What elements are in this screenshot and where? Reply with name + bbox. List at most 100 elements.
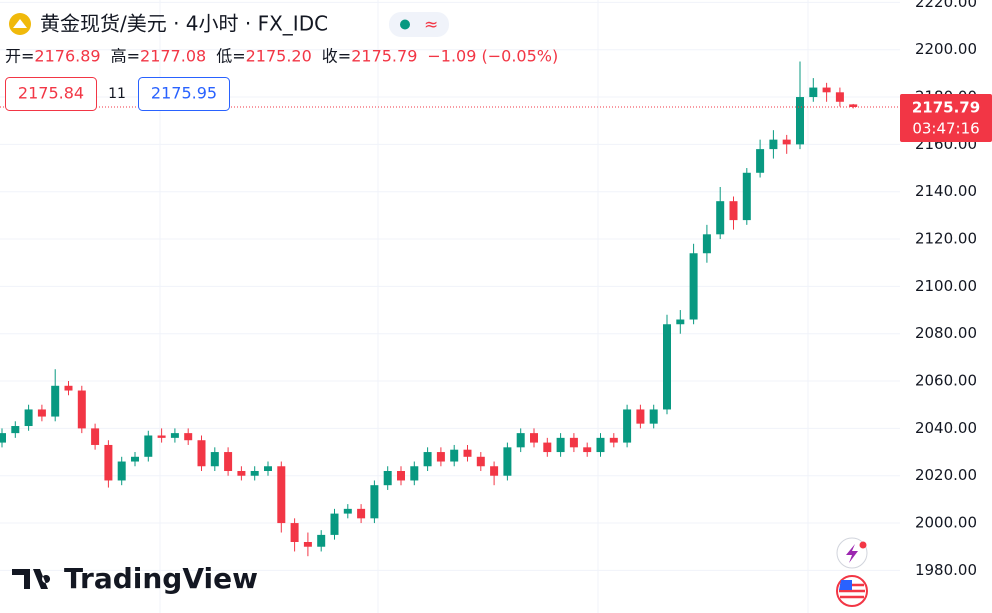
candle-body [264,466,272,471]
y-tick-label: 2200.00 [915,40,977,58]
candle-body [530,433,538,443]
price-axis: 1980.00 2000.00 2020.00 2040.00 2060.00 2080.… [915,0,977,579]
candle-body [450,449,459,462]
candle-body [490,466,499,476]
candle-body [796,97,804,145]
candle-body [51,385,60,417]
candle-body [809,87,818,98]
candle-body [623,409,632,443]
ohlc-value: 2175.20 [246,47,312,66]
sell-button[interactable] [5,77,97,111]
candle-body [729,201,738,221]
ohlc-legend: 开= 2176.89 高= 2177.08 低= 2175.20 收= 2175.79 −1.0… [5,47,558,66]
buy-button[interactable] [138,77,230,111]
brand-logo: TradingView [12,562,258,595]
candle-body [77,390,86,429]
candle-body [516,433,525,448]
candle-body [184,433,193,441]
candle-body [0,433,6,443]
candle-body [370,485,379,519]
countdown: 03:47:16 [912,120,979,138]
candle-body [716,201,725,235]
y-tick-label: 1980.00 [915,561,977,579]
candle-body [649,409,658,424]
candle-body [689,253,698,320]
candle-body [383,470,392,486]
candle-body [37,409,46,417]
symbol-icon-glyph [13,19,27,28]
market-open-dot [400,19,410,30]
candle-body [170,433,179,438]
price-badge: 2175.79 03:47:16 [900,94,992,143]
alert-dot [859,541,867,549]
candle-body [583,447,592,453]
candle-body [157,435,166,438]
candle-body [556,437,565,453]
bid-price[interactable]: 2175.84 [18,84,84,103]
candle-body [609,437,618,443]
candle-body [330,513,339,535]
ohlc-value: 2177.08 [140,47,206,66]
status-icon: ≈ [424,15,438,35]
candle-body [756,149,765,173]
candle-body [463,449,472,457]
ohlc-label: 开= [5,47,34,66]
candle-body [250,470,259,476]
candle-body [91,428,100,445]
y-tick-label: 2060.00 [915,372,977,390]
flag-canton [839,580,852,590]
spread: 11 [108,86,126,102]
candle-body [423,452,432,467]
y-tick-label: 2120.00 [915,230,977,248]
candle-body [64,385,73,391]
symbol-title: 黄金现货/美元 · 4小时 · FX_IDC [40,12,328,36]
candle-body [663,324,671,410]
candle-body [822,87,831,93]
candle-body [397,470,405,481]
candle-body [835,92,844,102]
candle-body [104,444,113,481]
candle-body [144,435,153,457]
brand-name: TradingView [64,562,258,595]
candle-body [742,172,751,221]
y-tick-label: 2020.00 [915,466,977,484]
candle-body [436,452,445,462]
y-tick-label: 2100.00 [915,277,977,295]
alert-icon [846,544,858,563]
brand-mark [12,569,51,589]
candle-body [569,437,578,448]
ohlc-value: 2175.79 [351,47,417,66]
ohlc-label: 高= [111,47,140,66]
candle-body [343,508,352,514]
candle-body [543,442,552,453]
candle-body [769,139,778,150]
candle-body [702,234,711,254]
vertical-grid [159,0,809,613]
last-price: 2175.79 [912,99,980,117]
candle-body [131,456,139,462]
ohlc-label: 低= [216,47,245,66]
candle-body [503,447,512,476]
candle-body [636,409,645,424]
y-tick-label: 2140.00 [915,182,977,200]
candle-body [596,437,605,453]
status-pill[interactable] [389,12,449,37]
candle-body [410,466,419,481]
price-badge-bg [900,94,992,143]
grid [0,1,900,571]
ask-price[interactable]: 2175.95 [151,84,217,103]
candle-body [24,409,33,427]
candle-body [317,534,326,547]
candle-body [197,440,206,467]
candle-body [237,470,246,476]
candle-body [676,319,685,325]
ohlc-value: 2176.89 [34,47,100,66]
candle-body [357,508,366,519]
ohlc-label: 收= [322,47,351,66]
y-tick-label: 2220.00 [915,0,977,11]
y-tick-label: 2080.00 [915,324,977,342]
candle-body [11,426,20,434]
candle-body [210,452,219,467]
